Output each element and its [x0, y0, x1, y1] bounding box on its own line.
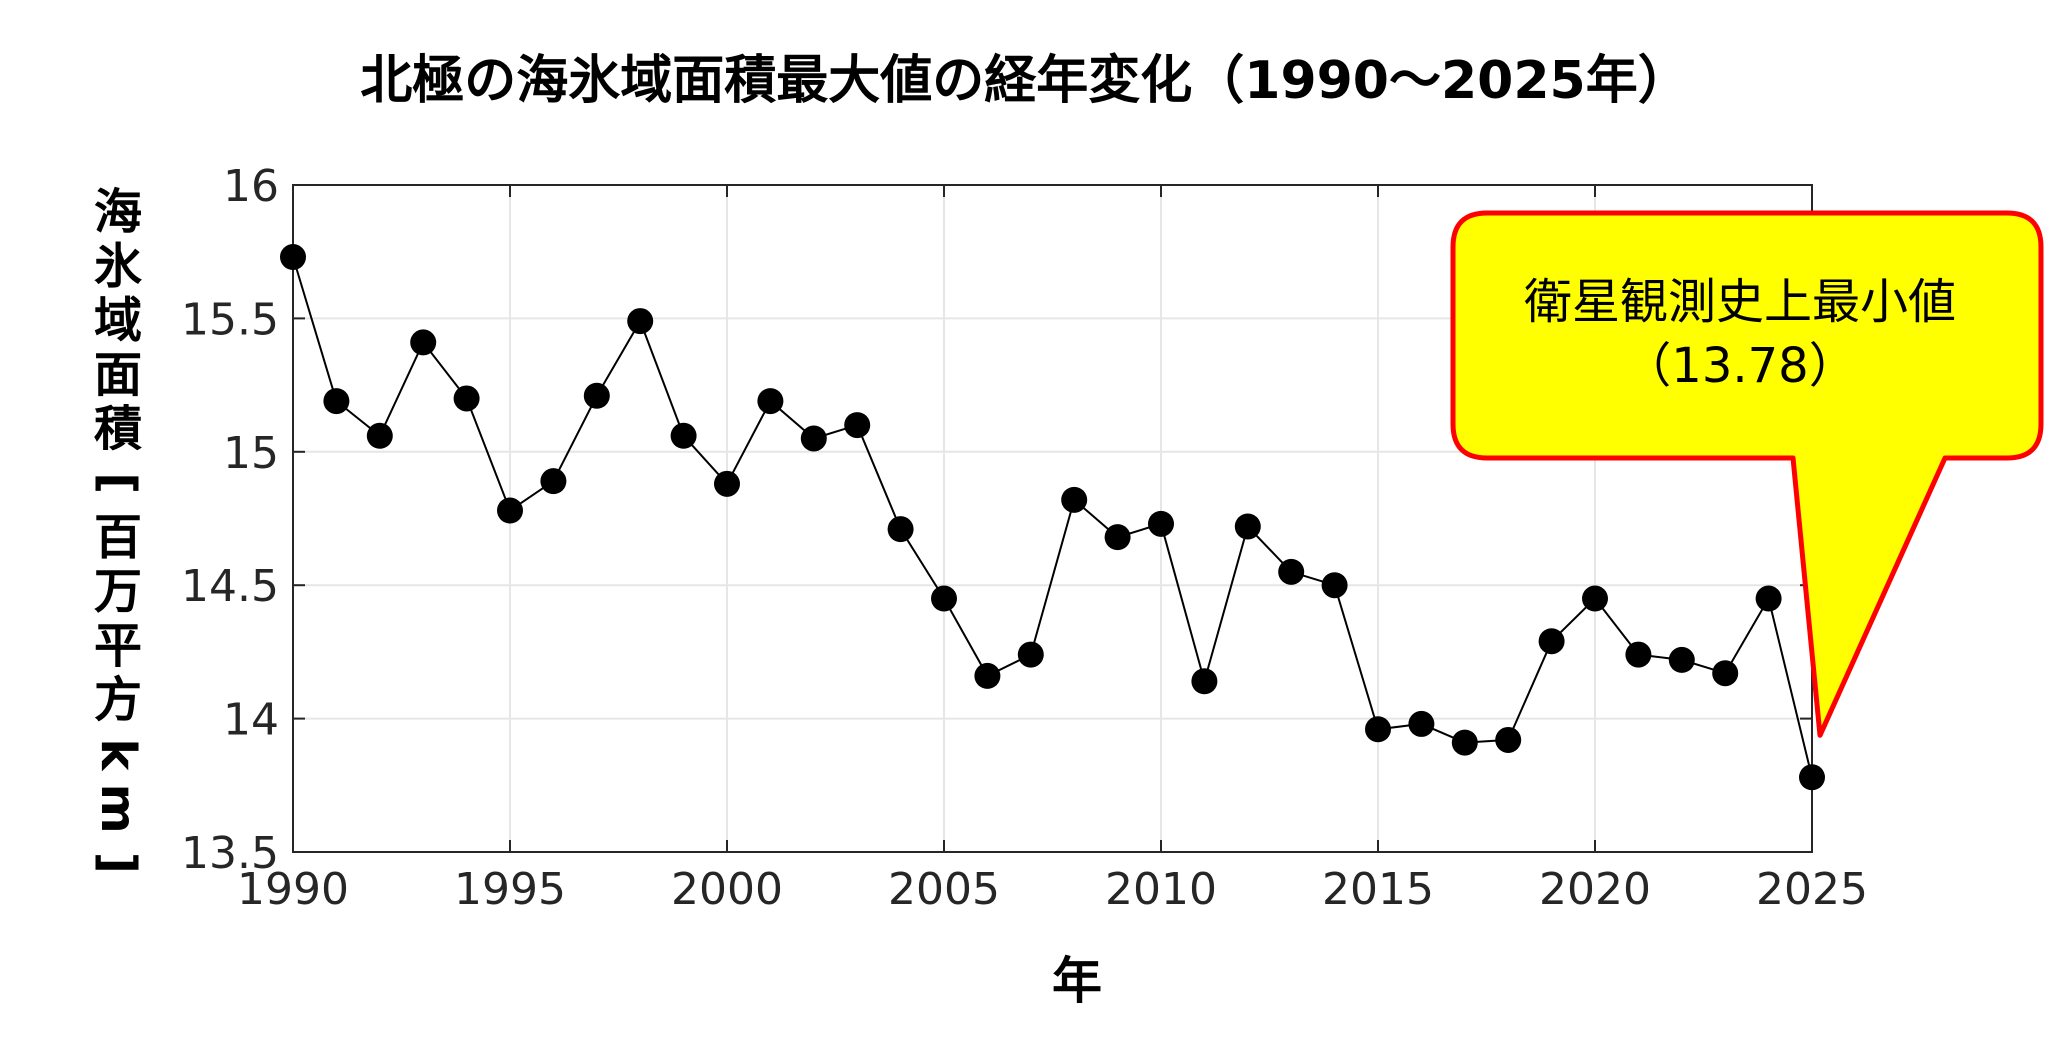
y-axis-label-char: 氷 — [94, 238, 142, 294]
x-tick-label: 2000 — [671, 864, 783, 915]
data-point — [670, 422, 697, 449]
y-axis: 13.5 14 14.5 15 15.5 16 — [181, 161, 1812, 879]
chart-title: 北極の海氷域面積最大値の経年変化（1990～2025年） — [360, 51, 1689, 111]
data-point — [1017, 641, 1044, 668]
y-tick-label: 14 — [223, 695, 279, 746]
callout-text-line2: （13.78） — [1623, 338, 1856, 394]
data-point — [627, 308, 654, 335]
data-point — [887, 516, 914, 543]
data-point — [1321, 572, 1348, 599]
y-axis-label-char: 方 — [94, 672, 142, 728]
data-point — [583, 382, 610, 409]
x-tick-label: 2005 — [888, 864, 1000, 915]
data-point — [800, 425, 827, 452]
data-point — [931, 585, 957, 612]
data-point — [1104, 524, 1131, 551]
data-point — [1061, 486, 1088, 513]
data-point — [1582, 585, 1608, 612]
x-axis-label: 年 — [1052, 952, 1102, 1010]
data-point — [1668, 646, 1695, 673]
data-point — [1495, 726, 1522, 753]
y-axis-label-char: 百 — [94, 510, 142, 566]
y-tick-label: 16 — [223, 161, 279, 212]
annotation-callout: 衛星観測史上最小値 （13.78） — [1450, 210, 2044, 738]
y-axis-label-char: [ — [90, 472, 146, 494]
data-point — [1408, 710, 1435, 737]
data-point — [1625, 641, 1652, 668]
x-tick-label: 2025 — [1756, 864, 1868, 915]
y-axis-label-char: 積 — [94, 401, 142, 457]
x-tick-label: 2010 — [1105, 864, 1217, 915]
y-axis-label-char: m — [90, 784, 146, 834]
callout-shape — [1450, 210, 2044, 738]
x-tick-label: 2020 — [1539, 864, 1651, 915]
y-axis-label-char: 海 — [94, 184, 142, 240]
x-axis: 1990 1995 2000 2005 2010 2015 2020 2025 — [237, 185, 1868, 915]
data-point — [1191, 668, 1218, 695]
data-point — [1538, 628, 1565, 655]
data-point — [1712, 660, 1739, 687]
data-point — [1451, 729, 1478, 756]
data-point — [1755, 585, 1782, 612]
data-point — [323, 388, 350, 415]
y-tick-label: 14.5 — [181, 561, 279, 612]
data-point — [497, 497, 523, 524]
data-point — [974, 662, 1001, 689]
data-point — [1234, 513, 1261, 540]
x-tick-label: 1995 — [454, 864, 566, 915]
y-axis-label-char: 平 — [94, 618, 142, 674]
data-point — [757, 388, 784, 415]
data-point — [844, 412, 871, 439]
data-point — [366, 422, 393, 449]
data-point — [1148, 510, 1174, 537]
y-axis-label-char: k — [90, 738, 146, 771]
data-point — [453, 385, 480, 412]
y-axis-label-char: 万 — [94, 564, 142, 620]
data-point — [714, 470, 740, 497]
data-point — [280, 244, 306, 271]
x-tick-label: 2015 — [1322, 864, 1434, 915]
data-point — [540, 468, 567, 495]
y-tick-label: 15 — [223, 428, 279, 479]
data-point — [1365, 716, 1391, 743]
data-point — [410, 329, 437, 356]
data-point — [1799, 764, 1825, 791]
data-markers — [280, 244, 1825, 791]
y-tick-label: 13.5 — [181, 828, 279, 879]
y-axis-label-char: 域 — [94, 293, 142, 349]
data-point — [1278, 558, 1305, 585]
y-axis-label-char: ] — [90, 852, 146, 874]
x-tick-label: 1990 — [237, 864, 349, 915]
callout-text-line1: 衛星観測史上最小値 — [1524, 274, 1956, 330]
y-tick-label: 15.5 — [181, 294, 279, 345]
y-axis-label-char: 面 — [94, 347, 142, 403]
